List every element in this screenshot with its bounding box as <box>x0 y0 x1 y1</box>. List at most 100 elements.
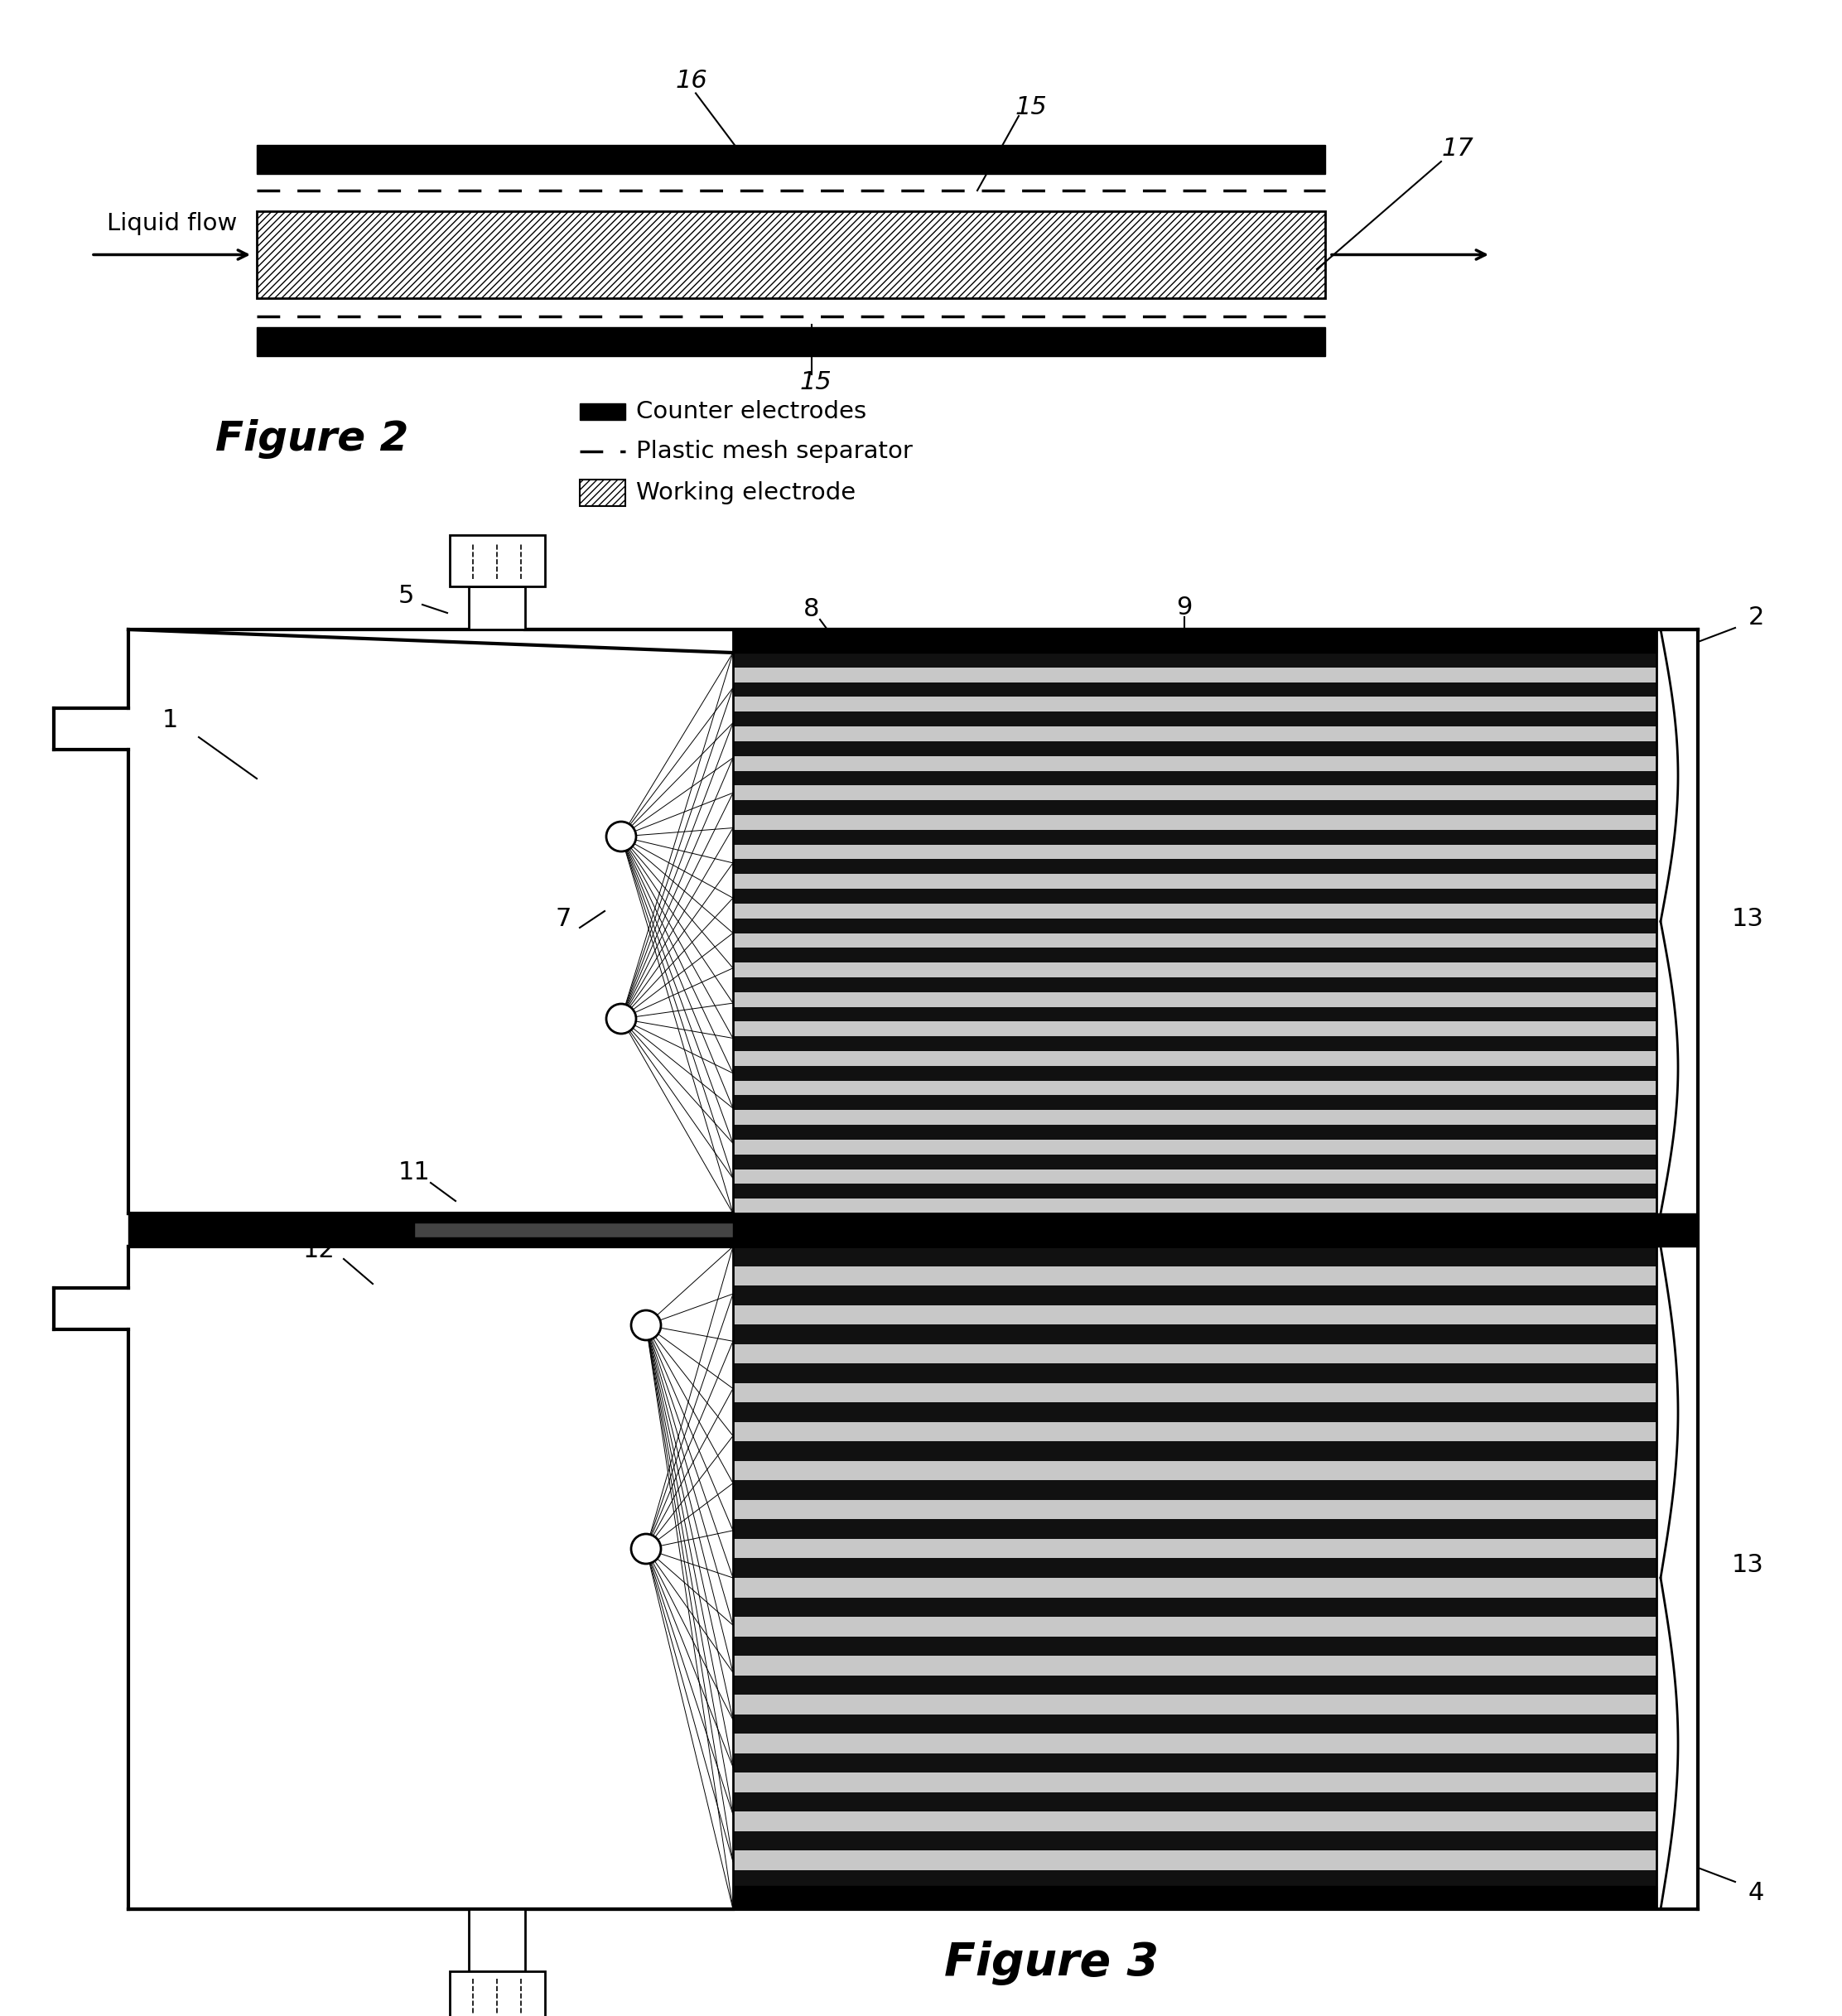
Bar <box>733 1538 1656 1558</box>
Bar <box>733 1421 1656 1441</box>
Bar <box>733 1812 1656 1831</box>
Bar <box>733 1695 1656 1714</box>
Text: 5: 5 <box>398 585 414 609</box>
Bar <box>733 1139 1656 1155</box>
Bar <box>733 1095 1656 1111</box>
Bar <box>733 1125 1656 1139</box>
Bar <box>733 712 1656 726</box>
Bar <box>733 948 1656 962</box>
Bar <box>733 1889 1656 1909</box>
Bar <box>733 1246 1656 1909</box>
Bar <box>733 1200 1656 1214</box>
Bar <box>129 1214 1698 1246</box>
Bar <box>733 1480 1656 1500</box>
Bar <box>733 1363 1656 1383</box>
Bar <box>733 1655 1656 1675</box>
Bar <box>733 1520 1656 1538</box>
Bar <box>733 726 1656 742</box>
Bar <box>733 992 1656 1006</box>
Text: Working electrode: Working electrode <box>635 482 857 504</box>
Bar <box>733 1597 1656 1617</box>
Bar <box>733 800 1656 814</box>
Text: 15: 15 <box>1015 95 1048 119</box>
Bar <box>733 875 1656 889</box>
Bar <box>733 1304 1656 1325</box>
Bar <box>733 1637 1656 1655</box>
Circle shape <box>632 1310 661 1341</box>
Bar <box>733 629 1656 1214</box>
Bar <box>733 1885 1656 1909</box>
Bar <box>733 1006 1656 1022</box>
Text: 17: 17 <box>1442 137 1474 161</box>
Bar <box>733 1792 1656 1812</box>
Text: 1: 1 <box>162 708 179 732</box>
Text: 8: 8 <box>803 597 820 621</box>
Bar <box>733 889 1656 903</box>
Bar <box>733 1579 1656 1597</box>
Text: 7: 7 <box>554 907 571 931</box>
Bar <box>733 1403 1656 1421</box>
Bar <box>580 403 624 419</box>
Bar <box>733 1851 1656 1871</box>
Bar <box>733 917 1656 933</box>
Bar <box>733 629 1656 653</box>
Bar <box>733 1066 1656 1081</box>
Bar <box>733 1155 1656 1169</box>
Bar <box>733 1050 1656 1066</box>
Text: 13: 13 <box>1731 907 1763 931</box>
Bar <box>733 698 1656 712</box>
Text: Liquid flow: Liquid flow <box>107 212 238 234</box>
Bar <box>733 1734 1656 1754</box>
Bar <box>733 1111 1656 1125</box>
Bar <box>733 1772 1656 1792</box>
Text: 9: 9 <box>1177 595 1192 619</box>
Bar <box>580 480 624 506</box>
Bar <box>733 1383 1656 1403</box>
Text: 16: 16 <box>676 69 707 93</box>
Bar <box>733 859 1656 875</box>
Bar <box>733 814 1656 831</box>
Bar <box>733 1441 1656 1462</box>
Bar <box>733 756 1656 770</box>
Bar <box>733 903 1656 917</box>
Bar <box>733 1266 1656 1286</box>
Bar <box>733 1246 1656 1266</box>
Bar <box>733 1169 1656 1183</box>
Circle shape <box>606 1004 635 1034</box>
Bar <box>733 1345 1656 1363</box>
Bar <box>733 1558 1656 1579</box>
Bar <box>733 1500 1656 1520</box>
Bar <box>733 962 1656 978</box>
Text: 12: 12 <box>302 1238 335 1262</box>
Bar <box>733 933 1656 948</box>
Bar <box>733 786 1656 800</box>
Bar <box>733 1714 1656 1734</box>
Text: 4: 4 <box>1748 1881 1765 1905</box>
Bar <box>733 1325 1656 1345</box>
Text: 2: 2 <box>1748 605 1765 629</box>
Bar <box>256 327 1324 357</box>
Bar <box>733 1183 1656 1200</box>
Bar <box>256 212 1324 298</box>
Bar <box>733 831 1656 845</box>
Bar <box>468 587 525 629</box>
Text: Figure 2: Figure 2 <box>216 419 409 460</box>
Bar <box>733 1675 1656 1695</box>
Bar <box>733 1617 1656 1637</box>
Bar <box>733 681 1656 698</box>
Bar <box>449 534 545 587</box>
Bar <box>733 1831 1656 1851</box>
Bar <box>414 1222 733 1238</box>
Bar <box>449 1972 545 2016</box>
Text: Figure 3: Figure 3 <box>945 1941 1159 1986</box>
Text: 13: 13 <box>1731 1554 1763 1577</box>
Text: 6: 6 <box>501 558 518 583</box>
Bar <box>733 845 1656 859</box>
Bar <box>733 1462 1656 1480</box>
Text: Counter electrodes: Counter electrodes <box>635 399 866 423</box>
Circle shape <box>632 1534 661 1564</box>
Bar <box>733 978 1656 992</box>
Text: Plastic mesh separator: Plastic mesh separator <box>635 439 912 464</box>
Bar <box>468 1909 525 1972</box>
Bar <box>733 667 1656 681</box>
